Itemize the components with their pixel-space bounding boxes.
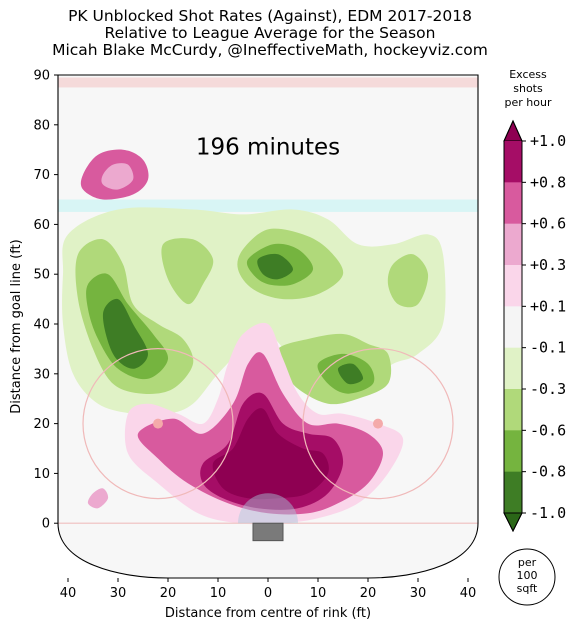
colorbar-swatch-2 bbox=[504, 223, 522, 266]
heatmap-region-20 bbox=[212, 408, 329, 500]
x-tick-label-7: 30 bbox=[410, 586, 427, 601]
heatmap-region-1 bbox=[101, 163, 134, 190]
unit-circle bbox=[498, 548, 556, 606]
colorbar-title-line-1: shots bbox=[513, 82, 543, 95]
minutes-annotation: 196 minutes bbox=[196, 135, 340, 161]
colorbar-swatch-8 bbox=[504, 471, 522, 514]
y-tick-label-9: 90 bbox=[33, 69, 50, 84]
plot-area: 196 minutes bbox=[57, 74, 479, 579]
colorbar-title-line-2: per hour bbox=[505, 96, 552, 109]
colorbar-swatch-4 bbox=[504, 306, 522, 349]
colorbar-label-7: -0.6 bbox=[530, 421, 566, 439]
x-tick-label-0: 40 bbox=[60, 586, 77, 601]
y-tick-label-0: 0 bbox=[42, 517, 50, 532]
y-tick-label-1: 10 bbox=[33, 467, 50, 482]
colorbar-swatch-6 bbox=[504, 389, 522, 431]
y-tick-label-4: 40 bbox=[33, 318, 50, 333]
heatmap-region-7 bbox=[161, 238, 214, 305]
unit-circle-line-2: sqft bbox=[517, 582, 538, 595]
x-tick-label-8: 40 bbox=[460, 586, 477, 601]
faceoff-dot-left bbox=[153, 418, 163, 429]
y-tick-label-2: 20 bbox=[33, 417, 50, 432]
heatmap-region-2 bbox=[87, 488, 109, 509]
x-tick-label-4: 0 bbox=[264, 586, 272, 601]
colorbar-label-8: -0.8 bbox=[530, 463, 566, 481]
colorbar-swatch-1 bbox=[504, 182, 522, 225]
colorbar-label-3: +0.3 bbox=[530, 256, 566, 274]
colorbar-swatch-7 bbox=[504, 430, 522, 473]
heatmap-regions bbox=[58, 77, 478, 542]
colorbar-swatch-0 bbox=[504, 141, 522, 183]
faceoff-circle-right bbox=[302, 348, 454, 500]
colorbar-label-4: +0.1 bbox=[530, 297, 566, 315]
heatmap-region-15 bbox=[257, 253, 293, 280]
faceoff-dot-right bbox=[373, 418, 383, 429]
colorbar-label-0: +1.0 bbox=[530, 132, 566, 150]
heatmap-region-16 bbox=[337, 363, 364, 385]
x-tick-label-3: 10 bbox=[210, 586, 227, 601]
colorbar: +1.0 +0.8 +0.6 +0.3 +0.1 -0.1 -0.3 -0.6 -0.8 -1.0… bbox=[498, 68, 566, 606]
unit-circle-line-1: 100 bbox=[517, 569, 538, 582]
x-tick-label-5: 10 bbox=[310, 586, 327, 601]
colorbar-title-line-0: Excess bbox=[509, 68, 547, 81]
crease bbox=[238, 493, 298, 524]
colorbar-label-2: +0.6 bbox=[530, 215, 566, 233]
colorbar-label-5: -0.1 bbox=[530, 339, 566, 357]
y-tick-label-5: 50 bbox=[33, 268, 50, 283]
x-axis-label: Distance from centre of rink (ft) bbox=[165, 606, 371, 621]
colorbar-label-6: -0.3 bbox=[530, 380, 566, 398]
x-tick-label-2: 20 bbox=[160, 586, 177, 601]
goal-net bbox=[252, 522, 284, 542]
faceoff-circle-left bbox=[82, 348, 234, 500]
colorbar-extend-top bbox=[503, 119, 523, 142]
axes: 40 30 20 10 0 10 20 30 40 0 10 20 30 40 50 60 70 80 90 Dist… bbox=[9, 69, 476, 622]
chart-title-line-2: Relative to League Average for the Seaso… bbox=[104, 24, 436, 42]
chart-title-line-1: PK Unblocked Shot Rates (Against), EDM 2… bbox=[68, 7, 472, 25]
y-tick-label-3: 30 bbox=[33, 367, 50, 382]
colorbar-extend-bottom bbox=[503, 512, 523, 533]
x-tick-label-1: 30 bbox=[110, 586, 127, 601]
y-tick-label-6: 60 bbox=[33, 218, 50, 233]
colorbar-swatch-5 bbox=[504, 347, 522, 390]
chart-title-line-3: Micah Blake McCurdy, @IneffectiveMath, h… bbox=[52, 41, 488, 59]
colorbar-label-1: +0.8 bbox=[530, 173, 566, 191]
unit-circle-line-0: per bbox=[518, 556, 537, 569]
far-red-line bbox=[58, 77, 478, 88]
colorbar-swatch-3 bbox=[504, 265, 522, 307]
x-tick-label-6: 20 bbox=[360, 586, 377, 601]
y-tick-label-7: 70 bbox=[33, 168, 50, 183]
heatmap-region-9 bbox=[387, 254, 429, 308]
y-tick-label-8: 80 bbox=[33, 118, 50, 133]
y-axis-label: Distance from goal line (ft) bbox=[9, 239, 24, 413]
colorbar-label-9: -1.0 bbox=[530, 504, 566, 522]
